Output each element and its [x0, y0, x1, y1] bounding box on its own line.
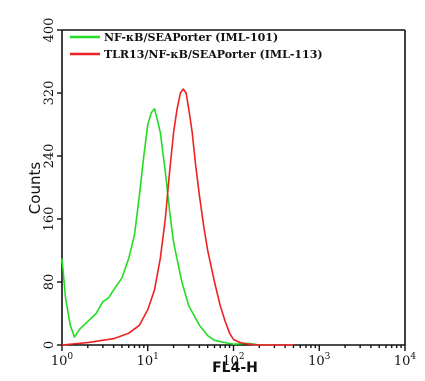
x-tick-label: 102 — [222, 352, 244, 369]
y-tick-label: 320 — [42, 81, 57, 106]
y-axis-ticks: 0 80 160 240 320 400 — [42, 18, 62, 349]
series-line-2 — [61, 88, 294, 346]
y-tick-label: 160 — [42, 207, 57, 232]
x-tick-label: 103 — [308, 352, 331, 369]
x-tick-label: 100 — [51, 352, 74, 369]
x-axis-label: FL4-H — [212, 360, 258, 376]
legend-label: TLR13/NF-κB/SEAPorter (IML-113) — [104, 48, 323, 61]
series-lines — [61, 88, 294, 346]
y-tick-label: 400 — [42, 18, 57, 43]
plot-area — [61, 29, 406, 346]
y-axis-label: Counts — [26, 162, 44, 215]
legend: NF-κB/SEAPorter (IML-101) TLR13/NF-κB/SEA… — [70, 31, 323, 61]
y-tick-label: 240 — [42, 144, 57, 169]
x-tick-label: 104 — [394, 352, 417, 369]
series-line-1 — [61, 108, 260, 346]
x-axis-ticks: 100 101 102 103 104 — [51, 345, 417, 369]
x-tick-label: 101 — [137, 352, 159, 369]
y-tick-label: 0 — [42, 341, 57, 349]
y-tick-label: 80 — [42, 274, 57, 291]
legend-label: NF-κB/SEAPorter (IML-101) — [104, 31, 278, 44]
